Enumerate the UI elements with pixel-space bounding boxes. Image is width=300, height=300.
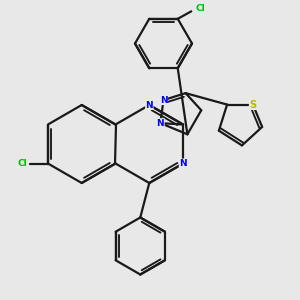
Text: N: N <box>146 100 153 109</box>
Text: N: N <box>157 118 164 127</box>
Text: N: N <box>179 159 187 168</box>
Text: Cl: Cl <box>195 4 205 13</box>
Text: N: N <box>160 96 167 105</box>
Text: Cl: Cl <box>18 159 27 168</box>
Text: S: S <box>249 100 256 110</box>
